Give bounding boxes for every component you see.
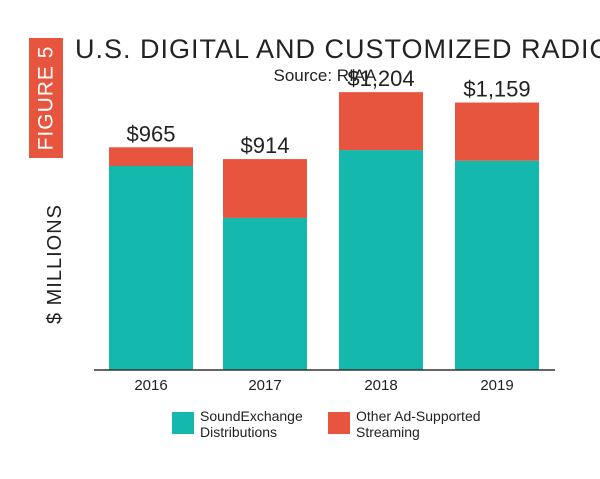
legend: SoundExchange Distributions Other Ad-Sup… <box>172 408 572 458</box>
total-label-2018: $1,204 <box>347 66 414 91</box>
legend-label-soundexchange: SoundExchange Distributions <box>200 408 303 440</box>
x-tick-label-2019: 2019 <box>480 377 513 394</box>
total-label-2019: $1,159 <box>463 77 530 102</box>
bar-other-streaming-2016 <box>109 147 193 166</box>
total-label-2017: $914 <box>241 133 290 158</box>
bar-chart: $965 2016 $914 2017 $1,204 2018 $1,159 2019 <box>94 66 555 394</box>
figure-badge: FIGURE 5 <box>29 38 63 158</box>
x-tick-label-2016: 2016 <box>134 377 167 394</box>
bar-soundexchange-2019 <box>455 160 539 370</box>
bar-other-streaming-2017 <box>223 159 307 218</box>
legend-label-other-streaming: Other Ad-Supported Streaming <box>356 408 481 440</box>
bar-soundexchange-2018 <box>339 150 423 370</box>
legend-item-soundexchange: SoundExchange Distributions <box>172 408 330 440</box>
x-tick-label-2017: 2017 <box>248 377 281 394</box>
bar-other-streaming-2019 <box>455 102 539 161</box>
bar-soundexchange-2017 <box>223 217 307 370</box>
legend-swatch-other-streaming <box>328 412 350 434</box>
bar-soundexchange-2016 <box>109 166 193 370</box>
bar-other-streaming-2018 <box>339 92 423 151</box>
total-label-2016: $965 <box>127 121 176 146</box>
x-tick-label-2018: 2018 <box>364 377 397 394</box>
chart-title: U.S. DIGITAL AND CUSTOMIZED RADIO <box>75 34 600 64</box>
legend-item-other-streaming: Other Ad-Supported Streaming <box>328 408 486 440</box>
legend-swatch-soundexchange <box>172 412 194 434</box>
chart-subtitle: Source: RIAA <box>273 66 377 85</box>
